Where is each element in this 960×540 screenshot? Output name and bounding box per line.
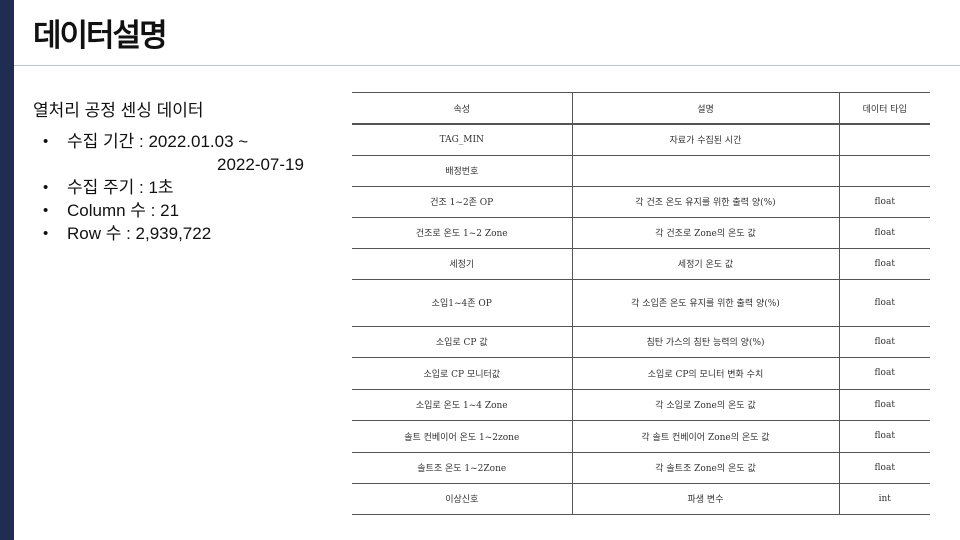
bullet-row-count: Row 수 : 2,939,722 (33, 222, 333, 245)
table-row: 소입로 CP 모니터값 소입로 CP의 모니터 변화 수치 float (352, 357, 930, 390)
cell-type: float (838, 248, 930, 280)
cell-description: 각 소입로 Zone의 온도 값 (571, 389, 839, 421)
summary-heading: 열처리 공정 센싱 데이터 (33, 101, 204, 120)
cell-description (571, 155, 839, 187)
cell-description: 소입로 CP의 모니터 변화 수치 (571, 357, 839, 390)
cell-description: 각 솔트 컨베이어 Zone의 온도 값 (571, 420, 839, 453)
cell-type: float (838, 279, 930, 327)
bullet-text: 수집 기간 : 2022.01.03 ~ (67, 132, 249, 151)
header-data-type: 데이터 타입 (838, 92, 930, 125)
dataset-summary: 열처리 공정 센싱 데이터 수집 기간 : 2022.01.03 ~ 2022-… (33, 96, 333, 245)
bullet-collection-interval: 수집 주기 : 1초 (33, 176, 333, 199)
cell-attribute: 소입로 CP 값 (352, 326, 572, 358)
cell-description: 각 소입존 온도 유지를 위한 출력 양(%) (571, 279, 839, 327)
table-row: 이상신호 파생 변수 int (352, 483, 930, 515)
table-row: 솔트 컨베이어 온도 1~2zone 각 솔트 컨베이어 Zone의 온도 값 … (352, 420, 930, 453)
cell-type: float (838, 420, 930, 453)
table-row: 건조 1~2존 OP 각 건조 온도 유지를 위한 출력 양(%) float (352, 186, 930, 218)
cell-type: float (838, 389, 930, 421)
cell-attribute: TAG_MIN (352, 124, 572, 156)
table-row: 배정번호 (352, 155, 930, 187)
bullet-text-continued: 2022-07-19 (217, 155, 304, 174)
cell-description: 자료가 수집된 시간 (571, 124, 839, 156)
left-accent-bar (0, 0, 14, 540)
cell-attribute: 배정번호 (352, 155, 572, 187)
cell-type: float (838, 186, 930, 218)
cell-attribute: 세정기 (352, 248, 572, 280)
bullet-text: Column 수 : 21 (67, 201, 180, 220)
table-row: 솔트조 온도 1~2Zone 각 솔트조 Zone의 온도 값 float (352, 452, 930, 484)
cell-attribute: 건조 1~2존 OP (352, 186, 572, 218)
table-header-row: 속성 설명 데이터 타입 (352, 92, 930, 125)
cell-description: 침탄 가스의 침탄 능력의 양(%) (571, 326, 839, 358)
cell-description: 각 건조 온도 유지를 위한 출력 양(%) (571, 186, 839, 218)
table-row: 소입로 CP 값 침탄 가스의 침탄 능력의 양(%) float (352, 326, 930, 358)
cell-attribute: 솔트 컨베이어 온도 1~2zone (352, 420, 572, 453)
cell-attribute: 건조로 온도 1~2 Zone (352, 217, 572, 249)
cell-description: 파생 변수 (571, 483, 839, 515)
table-row: 소입1~4존 OP 각 소입존 온도 유지를 위한 출력 양(%) float (352, 279, 930, 327)
bullet-text: 수집 주기 : 1초 (67, 178, 174, 197)
cell-attribute: 소입1~4존 OP (352, 279, 572, 327)
table-row: 소입로 온도 1~4 Zone 각 소입로 Zone의 온도 값 float (352, 389, 930, 421)
bullet-column-count: Column 수 : 21 (33, 199, 333, 222)
cell-description: 세정기 온도 값 (571, 248, 839, 280)
table-row: TAG_MIN 자료가 수집된 시간 (352, 124, 930, 156)
cell-description: 각 솔트조 Zone의 온도 값 (571, 452, 839, 484)
attribute-table: 속성 설명 데이터 타입 TAG_MIN 자료가 수집된 시간 배정번호 건조 … (352, 92, 930, 515)
bullet-text: Row 수 : 2,939,722 (67, 224, 212, 243)
cell-type: int (838, 483, 930, 515)
cell-type: float (838, 452, 930, 484)
cell-attribute: 이상신호 (352, 483, 572, 515)
table-row: 세정기 세정기 온도 값 float (352, 248, 930, 280)
cell-description: 각 건조로 Zone의 온도 값 (571, 217, 839, 249)
cell-attribute: 소입로 온도 1~4 Zone (352, 389, 572, 421)
cell-attribute: 솔트조 온도 1~2Zone (352, 452, 572, 484)
summary-bullet-list: 수집 기간 : 2022.01.03 ~ 2022-07-19 수집 주기 : … (33, 130, 333, 245)
cell-type: float (838, 326, 930, 358)
cell-type (838, 155, 930, 187)
cell-type: float (838, 217, 930, 249)
header-description: 설명 (571, 92, 839, 125)
header-attribute: 속성 (352, 92, 572, 125)
title-divider (14, 65, 960, 66)
cell-type: float (838, 357, 930, 390)
table-row: 건조로 온도 1~2 Zone 각 건조로 Zone의 온도 값 float (352, 217, 930, 249)
cell-attribute: 소입로 CP 모니터값 (352, 357, 572, 390)
bullet-collection-period: 수집 기간 : 2022.01.03 ~ 2022-07-19 (33, 130, 333, 176)
cell-type (838, 124, 930, 156)
slide-title: 데이터설명 (33, 18, 168, 54)
